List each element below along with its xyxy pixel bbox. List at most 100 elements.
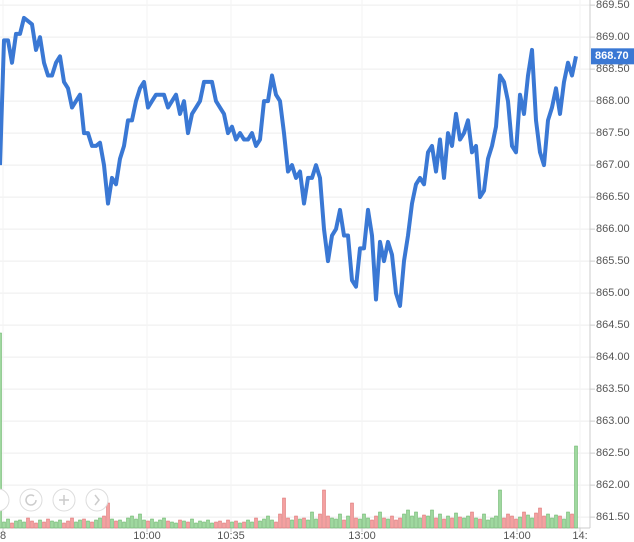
volume-bar (22, 521, 26, 529)
volume-bar (386, 518, 390, 529)
volume-bar (150, 518, 154, 529)
volume-bar (314, 518, 318, 529)
volume-bar (238, 522, 242, 529)
volume-bar (446, 515, 450, 529)
zoom-controls[interactable] (0, 488, 109, 512)
y-tick-label: 864.00 (596, 351, 630, 363)
volume-bar (518, 516, 522, 529)
volume-bar (70, 517, 74, 529)
volume-bar (142, 519, 146, 529)
volume-bar (490, 517, 494, 529)
x-tick-label: 10:35 (217, 530, 245, 542)
volume-bar (130, 515, 134, 529)
volume-bar (74, 521, 78, 529)
volume-bar (478, 518, 482, 529)
reset-button[interactable] (19, 488, 43, 512)
volume-bar (566, 511, 570, 529)
y-tick-label: 867.50 (596, 127, 630, 139)
volume-bar (442, 518, 446, 529)
y-tick-label: 869.00 (596, 31, 630, 43)
y-tick-label: 869.50 (596, 0, 630, 11)
volume-bar (90, 521, 94, 529)
volume-bar (170, 521, 174, 529)
volume-bar (46, 518, 50, 529)
reset-icon (25, 494, 37, 506)
x-tick-label: 13:00 (348, 530, 376, 542)
y-tick-label: 862.50 (596, 447, 630, 459)
volume-bar (66, 520, 70, 529)
volume-bar (450, 517, 454, 529)
y-tick-label: 863.50 (596, 383, 630, 395)
volume-bar (106, 502, 110, 529)
volume-bar (302, 517, 306, 529)
volume-bar (158, 519, 162, 529)
volume-bar (334, 518, 338, 529)
y-tick-label: 863.00 (596, 415, 630, 427)
volume-bar (270, 519, 274, 529)
volume-bar (122, 521, 126, 529)
volume-bar (274, 521, 278, 529)
volume-bar (86, 520, 90, 529)
next-icon (94, 494, 100, 506)
volume-bar (410, 515, 414, 529)
volume-bar (230, 521, 234, 529)
volume-bar (462, 517, 466, 529)
volume-bar (482, 513, 486, 529)
volume-bar (0, 332, 2, 529)
volume-bar (134, 518, 138, 529)
volume-bar (154, 521, 158, 529)
volume-bar (434, 517, 438, 529)
volume-bar (342, 519, 346, 529)
volume-bar (498, 489, 502, 529)
volume-bar (138, 513, 142, 529)
volume-bar (310, 511, 314, 529)
last-value-box (591, 48, 634, 65)
volume-bar (418, 517, 422, 529)
volume-bar (394, 519, 398, 529)
volume-bar (330, 517, 334, 529)
volume-bar (182, 520, 186, 529)
volume-bar (318, 513, 322, 529)
x-tick-label: 14: (572, 530, 587, 542)
volume-bar (186, 521, 190, 529)
volume-bar (282, 497, 286, 529)
volume-bar (486, 519, 490, 529)
volume-bar (510, 515, 514, 529)
volume-bar (54, 521, 58, 529)
zoom-reset-left[interactable] (0, 488, 10, 512)
volume-bar (506, 513, 510, 529)
y-tick-label: 864.50 (596, 319, 630, 331)
y-tick-label: 867.00 (596, 159, 630, 171)
volume-bar (202, 521, 206, 529)
y-tick-label: 868.00 (596, 95, 630, 107)
volume-bar (402, 513, 406, 529)
volume-bar (374, 515, 378, 529)
volume-bar (166, 520, 170, 529)
volume-bar (430, 509, 434, 529)
volume-bar (406, 509, 410, 529)
volume-bar (474, 517, 478, 529)
volume-bar (574, 445, 578, 529)
volume-bar (298, 518, 302, 529)
volume-bar (114, 520, 118, 529)
volume-bar (542, 515, 546, 529)
volume-bar (222, 522, 226, 529)
volume-bar (502, 517, 506, 529)
volume-bar (306, 519, 310, 529)
volume-bar (194, 522, 198, 529)
volume-bar (62, 522, 66, 529)
volume-bar (398, 517, 402, 529)
volume-bar (58, 519, 62, 529)
volume-bar (466, 515, 470, 529)
volume-bar (370, 519, 374, 529)
next-button[interactable] (85, 488, 109, 512)
volume-bar (326, 515, 330, 529)
volume-bar (110, 518, 114, 529)
y-tick-label: 861.50 (596, 511, 630, 523)
volume-bar (470, 511, 474, 529)
volume-bar (382, 517, 386, 529)
volume-bar (550, 517, 554, 529)
volume-bar (258, 520, 262, 529)
x-tick-label: 10:00 (133, 530, 161, 542)
